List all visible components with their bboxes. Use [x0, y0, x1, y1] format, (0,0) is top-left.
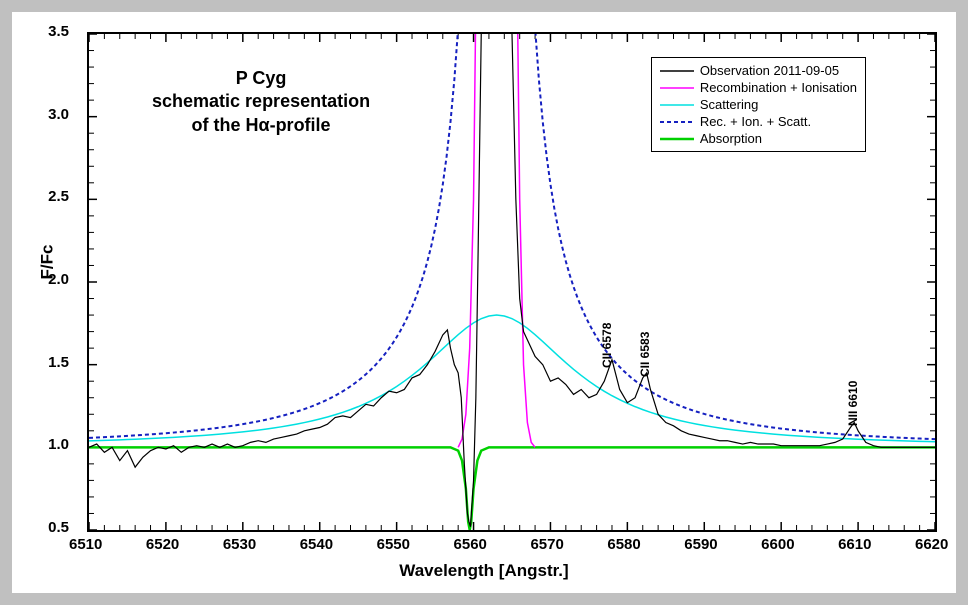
- x-tick-label: 6600: [761, 536, 794, 553]
- spectral-line-label: CII 6578: [600, 323, 614, 368]
- legend-swatch: [660, 82, 694, 94]
- y-tick-label: 0.5: [48, 519, 69, 536]
- chart-title: P Cyg schematic representation of the Hα…: [152, 67, 370, 137]
- x-tick-label: 6620: [915, 536, 948, 553]
- legend: Observation 2011-09-05 Recombination + Io…: [651, 57, 866, 152]
- x-tick-label: 6580: [607, 536, 640, 553]
- x-tick-label: 6570: [530, 536, 563, 553]
- title-line-1: P Cyg: [152, 67, 370, 90]
- x-tick-label: 6590: [684, 536, 717, 553]
- legend-label: Scattering: [700, 97, 759, 112]
- legend-label: Observation 2011-09-05: [700, 63, 839, 78]
- x-tick-label: 6610: [838, 536, 871, 553]
- legend-label: Rec. + Ion. + Scatt.: [700, 114, 811, 129]
- legend-swatch: [660, 133, 694, 145]
- y-tick-label: 1.5: [48, 354, 69, 371]
- x-tick-label: 6510: [69, 536, 102, 553]
- y-tick-label: 2.0: [48, 271, 69, 288]
- legend-label: Absorption: [700, 131, 762, 146]
- chart-frame: P Cyg schematic representation of the Hα…: [12, 12, 956, 593]
- legend-item: Recombination + Ionisation: [660, 79, 857, 96]
- legend-item: Absorption: [660, 130, 857, 147]
- spectral-line-label: NII 6610: [846, 381, 860, 426]
- spectral-line-label: CII 6583: [638, 331, 652, 376]
- legend-swatch: [660, 99, 694, 111]
- legend-item: Observation 2011-09-05: [660, 62, 857, 79]
- title-line-2: schematic representation: [152, 90, 370, 113]
- legend-item: Rec. + Ion. + Scatt.: [660, 113, 857, 130]
- x-tick-label: 6520: [146, 536, 179, 553]
- legend-label: Recombination + Ionisation: [700, 80, 857, 95]
- y-tick-label: 2.5: [48, 188, 69, 205]
- x-tick-label: 6530: [223, 536, 256, 553]
- legend-item: Scattering: [660, 96, 857, 113]
- legend-swatch: [660, 116, 694, 128]
- y-tick-label: 3.5: [48, 23, 69, 40]
- y-tick-label: 3.0: [48, 106, 69, 123]
- legend-swatch: [660, 65, 694, 77]
- x-tick-label: 6560: [454, 536, 487, 553]
- x-tick-label: 6540: [300, 536, 333, 553]
- x-tick-label: 6550: [377, 536, 410, 553]
- title-line-3: of the Hα-profile: [152, 114, 370, 137]
- y-tick-label: 1.0: [48, 436, 69, 453]
- x-axis-label: Wavelength [Angstr.]: [12, 561, 956, 581]
